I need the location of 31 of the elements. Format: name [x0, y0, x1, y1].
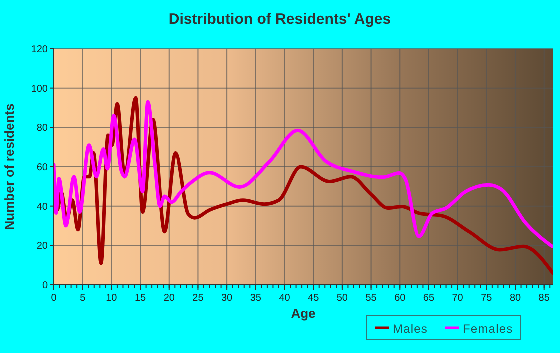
x-tick-label: 50 [336, 293, 348, 304]
y-tick-label: 20 [36, 241, 48, 252]
x-tick-label: 30 [222, 293, 234, 304]
x-tick-label: 40 [279, 293, 291, 304]
chart-title: Distribution of Residents' Ages [168, 11, 392, 28]
y-axis-title: Number of residents [2, 104, 17, 230]
y-tick-label: 60 [36, 162, 48, 174]
y-tick-label: 0 [42, 280, 48, 292]
x-tick-label: 75 [481, 293, 493, 304]
x-tick-label: 20 [164, 293, 176, 304]
y-tick-label: 80 [36, 123, 48, 134]
y-tick-label: 100 [31, 84, 48, 95]
x-tick-label: 15 [134, 293, 147, 304]
x-tick-label: 45 [308, 293, 320, 304]
y-tick-label: 40 [36, 202, 48, 213]
x-axis-title: Age [291, 306, 316, 321]
y-tick-label: 120 [31, 44, 48, 56]
x-tick-label: 5 [80, 293, 86, 304]
legend-label: Females [463, 322, 514, 336]
x-tick-label: 35 [250, 293, 262, 304]
x-tick-label: 85 [538, 293, 550, 304]
x-tick-label: 55 [366, 293, 378, 304]
x-tick-label: 80 [510, 293, 522, 304]
x-tick-label: 25 [192, 293, 204, 304]
x-tick-label: 0 [51, 293, 58, 304]
line-series [54, 100, 553, 248]
legend-label: Males [393, 322, 428, 336]
x-tick-label: 10 [106, 293, 118, 304]
x-tick-label: 70 [452, 293, 464, 304]
x-tick-label: 65 [423, 293, 435, 304]
x-tick-label: 60 [394, 293, 406, 304]
